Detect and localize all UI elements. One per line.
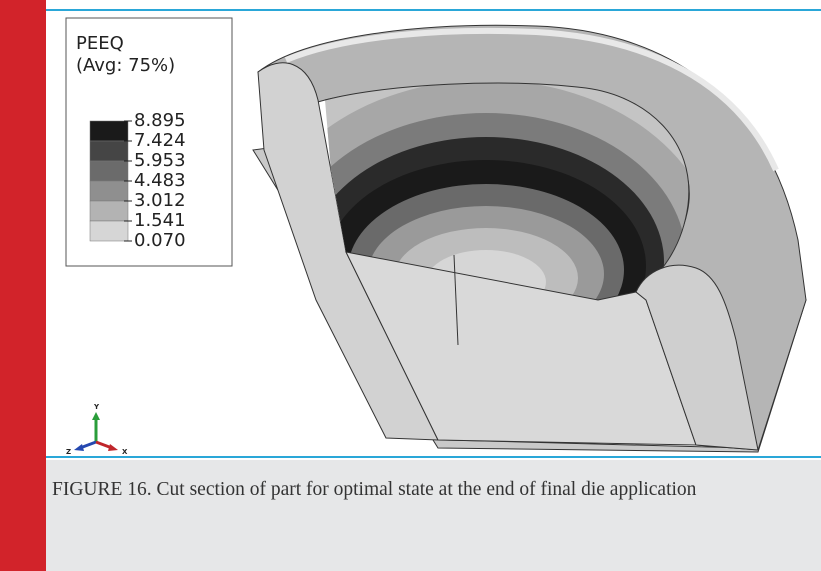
legend-swatch (90, 201, 128, 221)
triad-z-label: Z (66, 448, 71, 456)
legend-title: PEEQ (76, 33, 124, 54)
triad-y-label: Y (93, 403, 100, 411)
figure-image: PEEQ (Avg: 75%) 8.8957.4245.9534.4833.01… (46, 0, 821, 460)
accent-bar (0, 0, 46, 571)
legend-swatch (90, 181, 128, 201)
legend-label: 5.953 (134, 150, 186, 171)
legend-label: 4.483 (134, 170, 186, 191)
legend: PEEQ (Avg: 75%) 8.8957.4245.9534.4833.01… (66, 18, 232, 266)
legend-swatch (90, 161, 128, 181)
figure-caption: FIGURE 16. Cut section of part for optim… (52, 476, 810, 503)
part-model (253, 25, 806, 452)
legend-label: 0.070 (134, 230, 186, 251)
legend-label: 7.424 (134, 130, 186, 151)
legend-label: 8.895 (134, 110, 186, 131)
legend-label: 1.541 (134, 210, 186, 231)
legend-label: 3.012 (134, 190, 186, 211)
caption-box: FIGURE 16. Cut section of part for optim… (46, 460, 821, 571)
legend-swatch (90, 141, 128, 161)
legend-swatch (90, 121, 128, 141)
axis-triad: Y Z X (66, 403, 128, 456)
legend-subtitle: (Avg: 75%) (76, 55, 175, 76)
legend-swatch (90, 221, 128, 241)
triad-x-label: X (122, 448, 128, 456)
page: PEEQ (Avg: 75%) 8.8957.4245.9534.4833.01… (0, 0, 821, 571)
